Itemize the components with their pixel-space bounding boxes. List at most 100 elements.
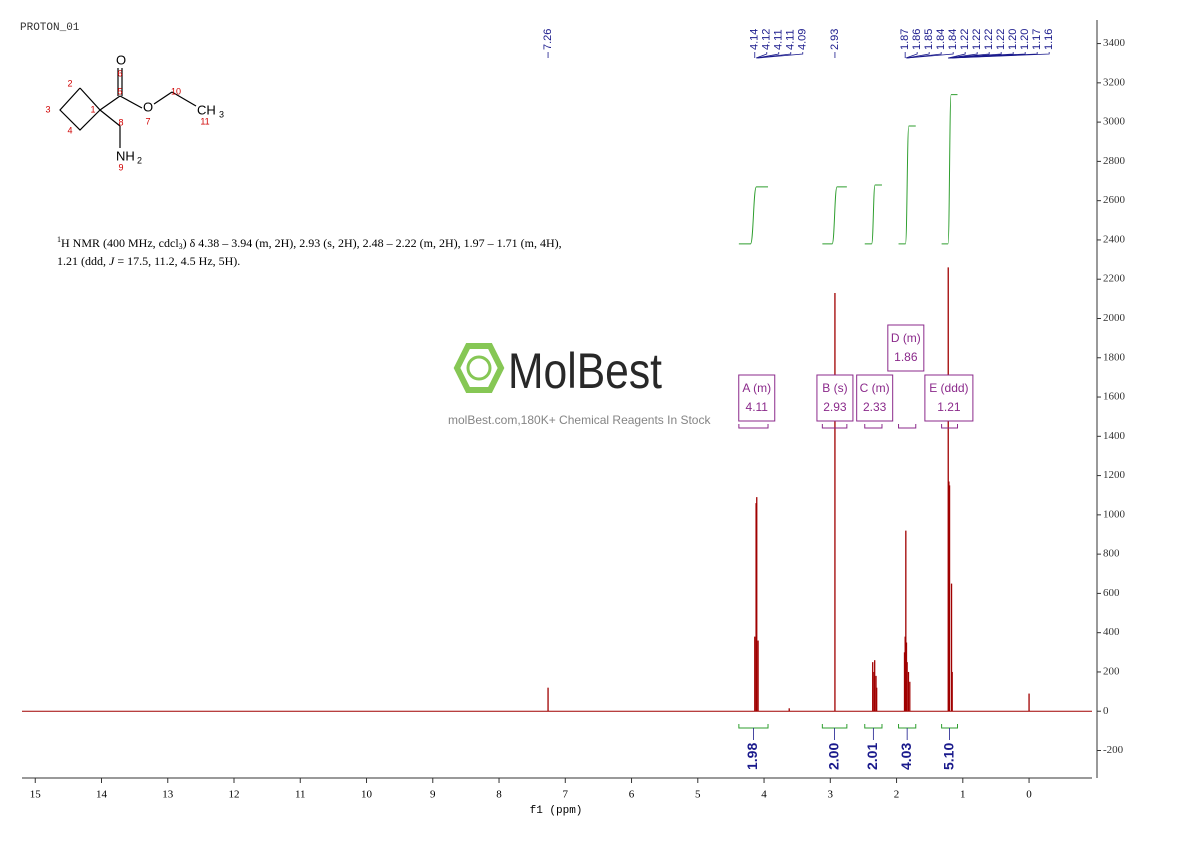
sub: 3: [179, 242, 183, 251]
x-tick-label: 11: [295, 789, 306, 801]
y-tick-label: 1000: [1103, 508, 1126, 520]
atom-number: 1: [90, 104, 95, 114]
molecule: [59, 68, 197, 148]
multiplet-box: [887, 324, 925, 372]
multiplet-name: B (s): [822, 381, 847, 395]
y-tick-label: 800: [1103, 548, 1120, 560]
peak-label: 7.26: [542, 29, 554, 50]
integral-curve: [864, 184, 882, 245]
peak-label-leader: [948, 52, 966, 59]
tagline: molBest.com,180K+ Chemical Reagents In S…: [448, 413, 711, 427]
y-tick-label: 200: [1103, 665, 1120, 677]
integral-label: 2.01: [864, 743, 880, 770]
atom-number: 9: [118, 162, 123, 172]
atom-number: 5: [117, 86, 122, 96]
peak-label: 1.85: [923, 29, 935, 50]
x-tick-label: 4: [761, 789, 767, 801]
x-tick-label: 9: [430, 789, 436, 801]
multiplet-box: [924, 374, 974, 422]
atom: CH: [197, 102, 216, 117]
integral-curve: [941, 94, 958, 245]
bond: [119, 95, 143, 109]
bond: [99, 109, 121, 127]
range-bracket: [898, 724, 917, 729]
peak-label: 4.14: [749, 29, 761, 50]
logo-text: MolBest: [508, 343, 662, 399]
atom-number: 4: [67, 125, 72, 135]
x-tick-label: 1: [960, 789, 966, 801]
x-tick-label: 3: [828, 789, 834, 801]
y-tick-label: 2800: [1103, 155, 1126, 167]
peak-label-leader: [756, 52, 792, 59]
ring-bonds: [59, 87, 101, 131]
peak-label: 1.20: [1019, 29, 1031, 50]
range-bracket: [941, 424, 959, 429]
y-tick-label: 1600: [1103, 391, 1126, 403]
atom-number: 2: [67, 78, 72, 88]
nmr-description: 1.21 (ddd, J = 17.5, 11.2, 4.5 Hz, 5H).: [57, 254, 240, 268]
range-bracket: [864, 424, 883, 429]
peak-label: 1.22: [971, 29, 983, 50]
peak-label-leader: [906, 52, 930, 59]
y-tick-label: 1200: [1103, 469, 1126, 481]
atom-number: 10: [171, 86, 181, 96]
peak-label-leader: [756, 52, 780, 59]
multiplet-shift: 1.86: [894, 350, 918, 364]
y-tick-label: 3400: [1103, 37, 1126, 49]
integral-label: 5.10: [940, 743, 956, 770]
bond: [171, 91, 197, 107]
x-tick-label: 0: [1026, 789, 1032, 801]
x-tick-label: 13: [162, 789, 174, 801]
range-bracket: [738, 724, 769, 729]
peak-label: 1.20: [1007, 29, 1019, 50]
atom: 2: [137, 155, 142, 165]
x-tick-label: 15: [30, 789, 42, 801]
bond: [153, 91, 173, 105]
y-tick-label: 2000: [1103, 312, 1126, 324]
chart-title: PROTON_01: [20, 22, 80, 34]
range-bracket: [738, 424, 769, 429]
atom: O: [143, 99, 153, 114]
peak-label: 4.12: [761, 29, 773, 50]
y-tick-label: 2400: [1103, 233, 1126, 245]
peak-label: 1.17: [1031, 29, 1043, 50]
y-tick-label: 400: [1103, 626, 1120, 638]
x-tick-label: 6: [629, 789, 635, 801]
integral-curve: [738, 186, 769, 245]
multiplet-shift: 2.93: [823, 400, 847, 414]
peak-label: 4.09: [797, 29, 809, 50]
x-tick-label: 7: [563, 789, 569, 801]
peak-label: 4.11: [773, 29, 785, 50]
x-tick-label: 12: [229, 789, 240, 801]
multiplet-name: C (m): [860, 381, 890, 395]
multiplet-name: D (m): [891, 331, 921, 345]
peak-label: 4.11: [785, 29, 797, 50]
atom: NH: [116, 148, 135, 163]
atom: O: [116, 52, 126, 67]
multiplet-box: [856, 374, 894, 422]
x-tick-label: 8: [496, 789, 502, 801]
x-tick-label: 14: [96, 789, 108, 801]
peak-label-leader: [758, 52, 804, 59]
y-tick-label: -200: [1103, 744, 1124, 756]
y-tick-label: 2600: [1103, 194, 1126, 206]
watermark: MolBest molBest.com,180K+ Chemical Reage…: [448, 343, 711, 427]
peak-label: 1.22: [995, 29, 1007, 50]
peak-label: 1.86: [911, 29, 923, 50]
text: = 17.5, 11.2, 4.5 Hz, 5H).: [114, 254, 240, 268]
range-bracket: [898, 424, 917, 429]
atom: 3: [219, 109, 224, 119]
logo-hexagon: [453, 343, 505, 393]
y-tick-label: 0: [1103, 705, 1109, 717]
peak-label: 1.87: [899, 29, 911, 50]
integral-label: 4.03: [898, 743, 914, 770]
y-tick-label: 2200: [1103, 273, 1126, 285]
range-bracket: [864, 724, 883, 729]
range-bracket: [941, 724, 959, 729]
peak-label: 1.16: [1043, 29, 1055, 50]
atom-number: 6: [117, 68, 122, 78]
atom-numbers: 1 2 3 4 5 6 7 8 9 10 11: [45, 68, 209, 172]
x-axis-label: f1 (ppm): [530, 805, 583, 817]
atom-number: 7: [145, 116, 150, 126]
